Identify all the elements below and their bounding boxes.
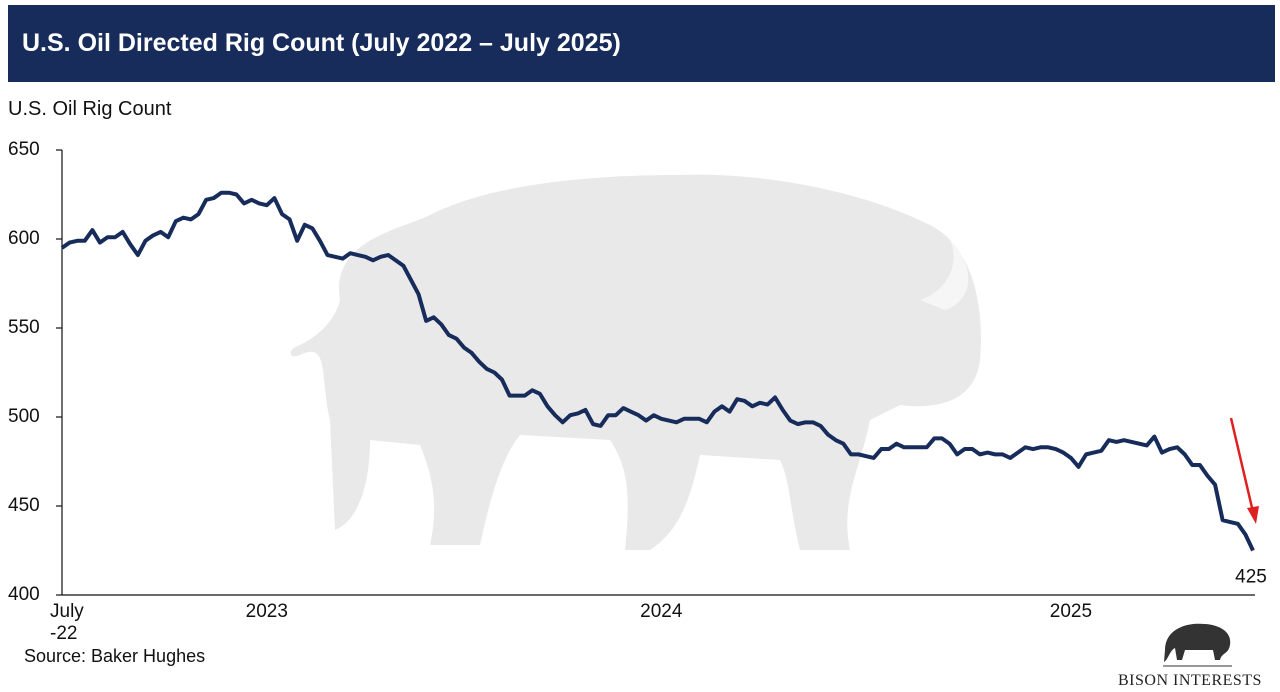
source-note: Source: Baker Hughes — [24, 646, 206, 666]
x-tick-label: July -22 — [50, 601, 84, 644]
y-tick-label: 550 — [8, 317, 40, 338]
title-banner: U.S. Oil Directed Rig Count (July 2022 –… — [8, 5, 1275, 82]
y-tick-label: 600 — [8, 228, 40, 249]
trend-arrow — [1229, 417, 1259, 524]
logo — [1163, 623, 1232, 667]
y-tick-label: 650 — [8, 139, 40, 160]
chart-title: U.S. Oil Directed Rig Count (July 2022 –… — [22, 29, 621, 57]
brand-name: BISON INTERESTS — [1118, 672, 1262, 689]
y-axis-label: U.S. Oil Rig Count — [8, 98, 172, 120]
y-tick-label: 400 — [8, 584, 40, 605]
x-tick-label: 2024 — [640, 601, 683, 622]
x-tick-label: 2025 — [1049, 601, 1093, 622]
x-tick-label: 2023 — [245, 601, 288, 622]
end-value-label: 425 — [1235, 567, 1267, 588]
data-line — [60, 190, 1255, 552]
y-tick-label: 500 — [8, 406, 40, 427]
y-tick-label: 450 — [8, 495, 40, 516]
axes — [61, 150, 1255, 596]
watermark — [290, 174, 981, 550]
